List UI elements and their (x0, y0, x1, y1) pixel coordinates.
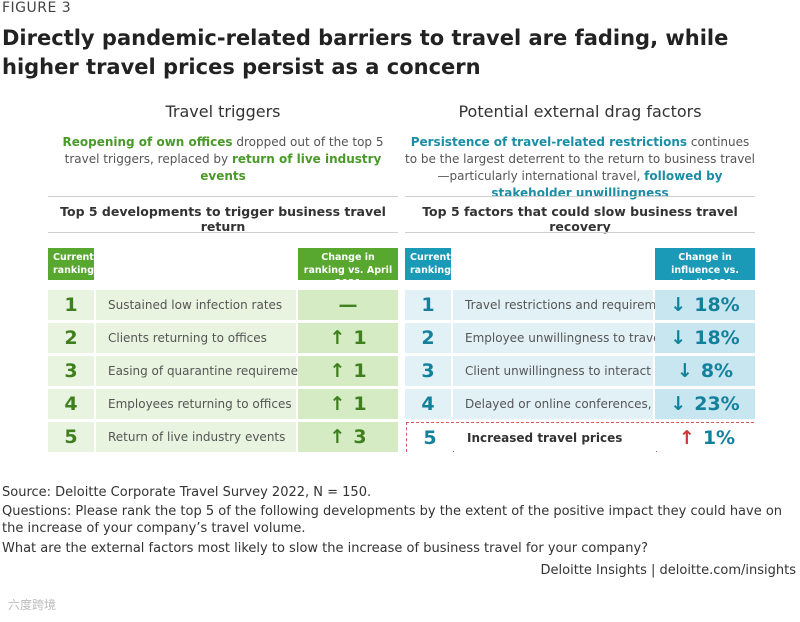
factor-label: Employees returning to offices (96, 389, 296, 419)
rank-cell: 4 (405, 389, 451, 419)
arrow-down-icon: ↓ (670, 294, 687, 316)
factor-label: Increased travel prices (455, 423, 655, 453)
rank-cell: 1 (48, 290, 94, 320)
rank-cell: 5 (48, 422, 94, 452)
current-ranking-header: Current ranking (48, 248, 94, 280)
change-value: 18% (694, 327, 740, 349)
ranking-table: 1 Sustained low infection rates — 2 Clie… (48, 288, 398, 458)
change-value: 8% (700, 360, 734, 382)
table-row: 1 Sustained low infection rates — (48, 290, 398, 320)
summary-highlight-2: return of live industry events (200, 152, 382, 183)
panel-heading: Potential external drag factors (458, 102, 702, 121)
panel-heading: Travel triggers (165, 102, 281, 121)
table-row: 4 Delayed or online conferences, exhibit… (405, 389, 755, 419)
change-cell: ↑ 1 (298, 323, 398, 353)
highlighted-table-row: 5 Increased travel prices ↑ 1% (406, 422, 757, 453)
table-title: Top 5 factors that could slow business t… (422, 204, 738, 234)
summary-highlight-1: Reopening of own offices (62, 135, 233, 149)
table-row: 4 Employees returning to offices ↑ 1 (48, 389, 398, 419)
summary-text: dropped out of the top 5 travel triggers… (64, 135, 384, 166)
change-cell: ↑ 3 (298, 422, 398, 452)
summary-highlight-1: Persistence of travel-related restrictio… (410, 135, 688, 149)
figure-label: FIGURE 3 (2, 0, 72, 16)
rank-cell: 3 (405, 356, 451, 386)
rank-cell: 2 (405, 323, 451, 353)
publisher-credit: Deloitte Insights | deloitte.com/insight… (540, 563, 796, 578)
change-cell: — (298, 290, 398, 320)
figure-title: Directly pandemic-related barriers to tr… (2, 26, 729, 79)
divider (405, 196, 755, 197)
factor-label: Clients returning to offices (96, 323, 296, 353)
table-title: Top 5 developments to trigger business t… (60, 204, 386, 234)
question-note-2: What are the external factors most likel… (2, 541, 649, 556)
panel-summary: Persistence of travel-related restrictio… (405, 134, 756, 200)
change-header: Change in ranking vs. April 2021 (298, 248, 398, 289)
change-cell: ↑ 1 (298, 356, 398, 386)
question-note-1: Questions: Please rank the top 5 of the … (2, 504, 783, 536)
travel-triggers-panel: Travel triggers Reopening of own offices… (48, 100, 398, 452)
arrow-up-icon: ↑ (329, 393, 346, 415)
divider (48, 196, 398, 197)
arrow-up-icon: ↑ (329, 327, 346, 349)
arrow-up-icon: ↑ (329, 426, 346, 448)
source-note: Source: Deloitte Corporate Travel Survey… (2, 485, 372, 500)
factor-label: Return of live industry events (96, 422, 296, 452)
divider (48, 232, 398, 233)
arrow-up-icon: ↑ (329, 360, 346, 382)
table-row: 5 Return of live industry events ↑ 3 (48, 422, 398, 452)
arrow-down-icon: ↓ (676, 360, 693, 382)
change-cell: ↑ 1 (298, 389, 398, 419)
table-row: 2 Employee unwillingness to travel ↓ 18% (405, 323, 755, 353)
change-value: 18% (694, 294, 740, 316)
change-value: 1 (353, 393, 367, 415)
change-header: Change in influence vs. April 2021 (655, 248, 755, 289)
arrow-down-icon: ↓ (670, 327, 687, 349)
factor-label: Delayed or online conferences, exhibitio… (453, 389, 721, 419)
change-value: 23% (694, 393, 740, 415)
change-value: 1 (353, 360, 367, 382)
table-row: 3 Client unwillingness to interact in-pe… (405, 356, 755, 386)
drag-factors-panel: Potential external drag factors Persiste… (405, 100, 757, 453)
rank-cell: 1 (405, 290, 451, 320)
factor-label: Client unwillingness to interact in-pers… (453, 356, 711, 386)
change-cell: ↓ 8% (655, 356, 755, 386)
table-row: 2 Clients returning to offices ↑ 1 (48, 323, 398, 353)
factors-table: 1 Travel restrictions and requirements ↓… (405, 288, 757, 458)
change-value: 1% (702, 427, 736, 449)
rank-cell: 2 (48, 323, 94, 353)
rank-cell: 3 (48, 356, 94, 386)
change-value: 3 (353, 426, 367, 448)
arrow-down-icon: ↓ (670, 393, 687, 415)
change-cell: ↓ 23% (655, 389, 755, 419)
change-cell: ↓ 18% (655, 290, 755, 320)
table-row: 3 Easing of quarantine requirements ↑ 1 (48, 356, 398, 386)
factor-label: Sustained low infection rates (96, 290, 296, 320)
watermark: 六度跨境 (8, 598, 57, 612)
change-cell: ↓ 18% (655, 323, 755, 353)
change-cell: ↑ 1% (657, 423, 757, 453)
divider (405, 232, 755, 233)
change-value: 1 (353, 327, 367, 349)
arrow-up-icon: ↑ (678, 427, 695, 449)
panel-summary: Reopening of own offices dropped out of … (48, 134, 398, 192)
summary-text: continues to be the largest deterrent to… (405, 135, 756, 183)
change-value: — (338, 294, 358, 316)
factor-label: Employee unwillingness to travel (453, 323, 664, 353)
table-row: 1 Travel restrictions and requirements ↓… (405, 290, 755, 320)
factor-label: Easing of quarantine requirements (96, 356, 317, 386)
rank-cell: 4 (48, 389, 94, 419)
current-ranking-header: Current ranking (405, 248, 451, 280)
rank-cell: 5 (407, 423, 453, 453)
factor-label: Travel restrictions and requirements (453, 290, 682, 320)
